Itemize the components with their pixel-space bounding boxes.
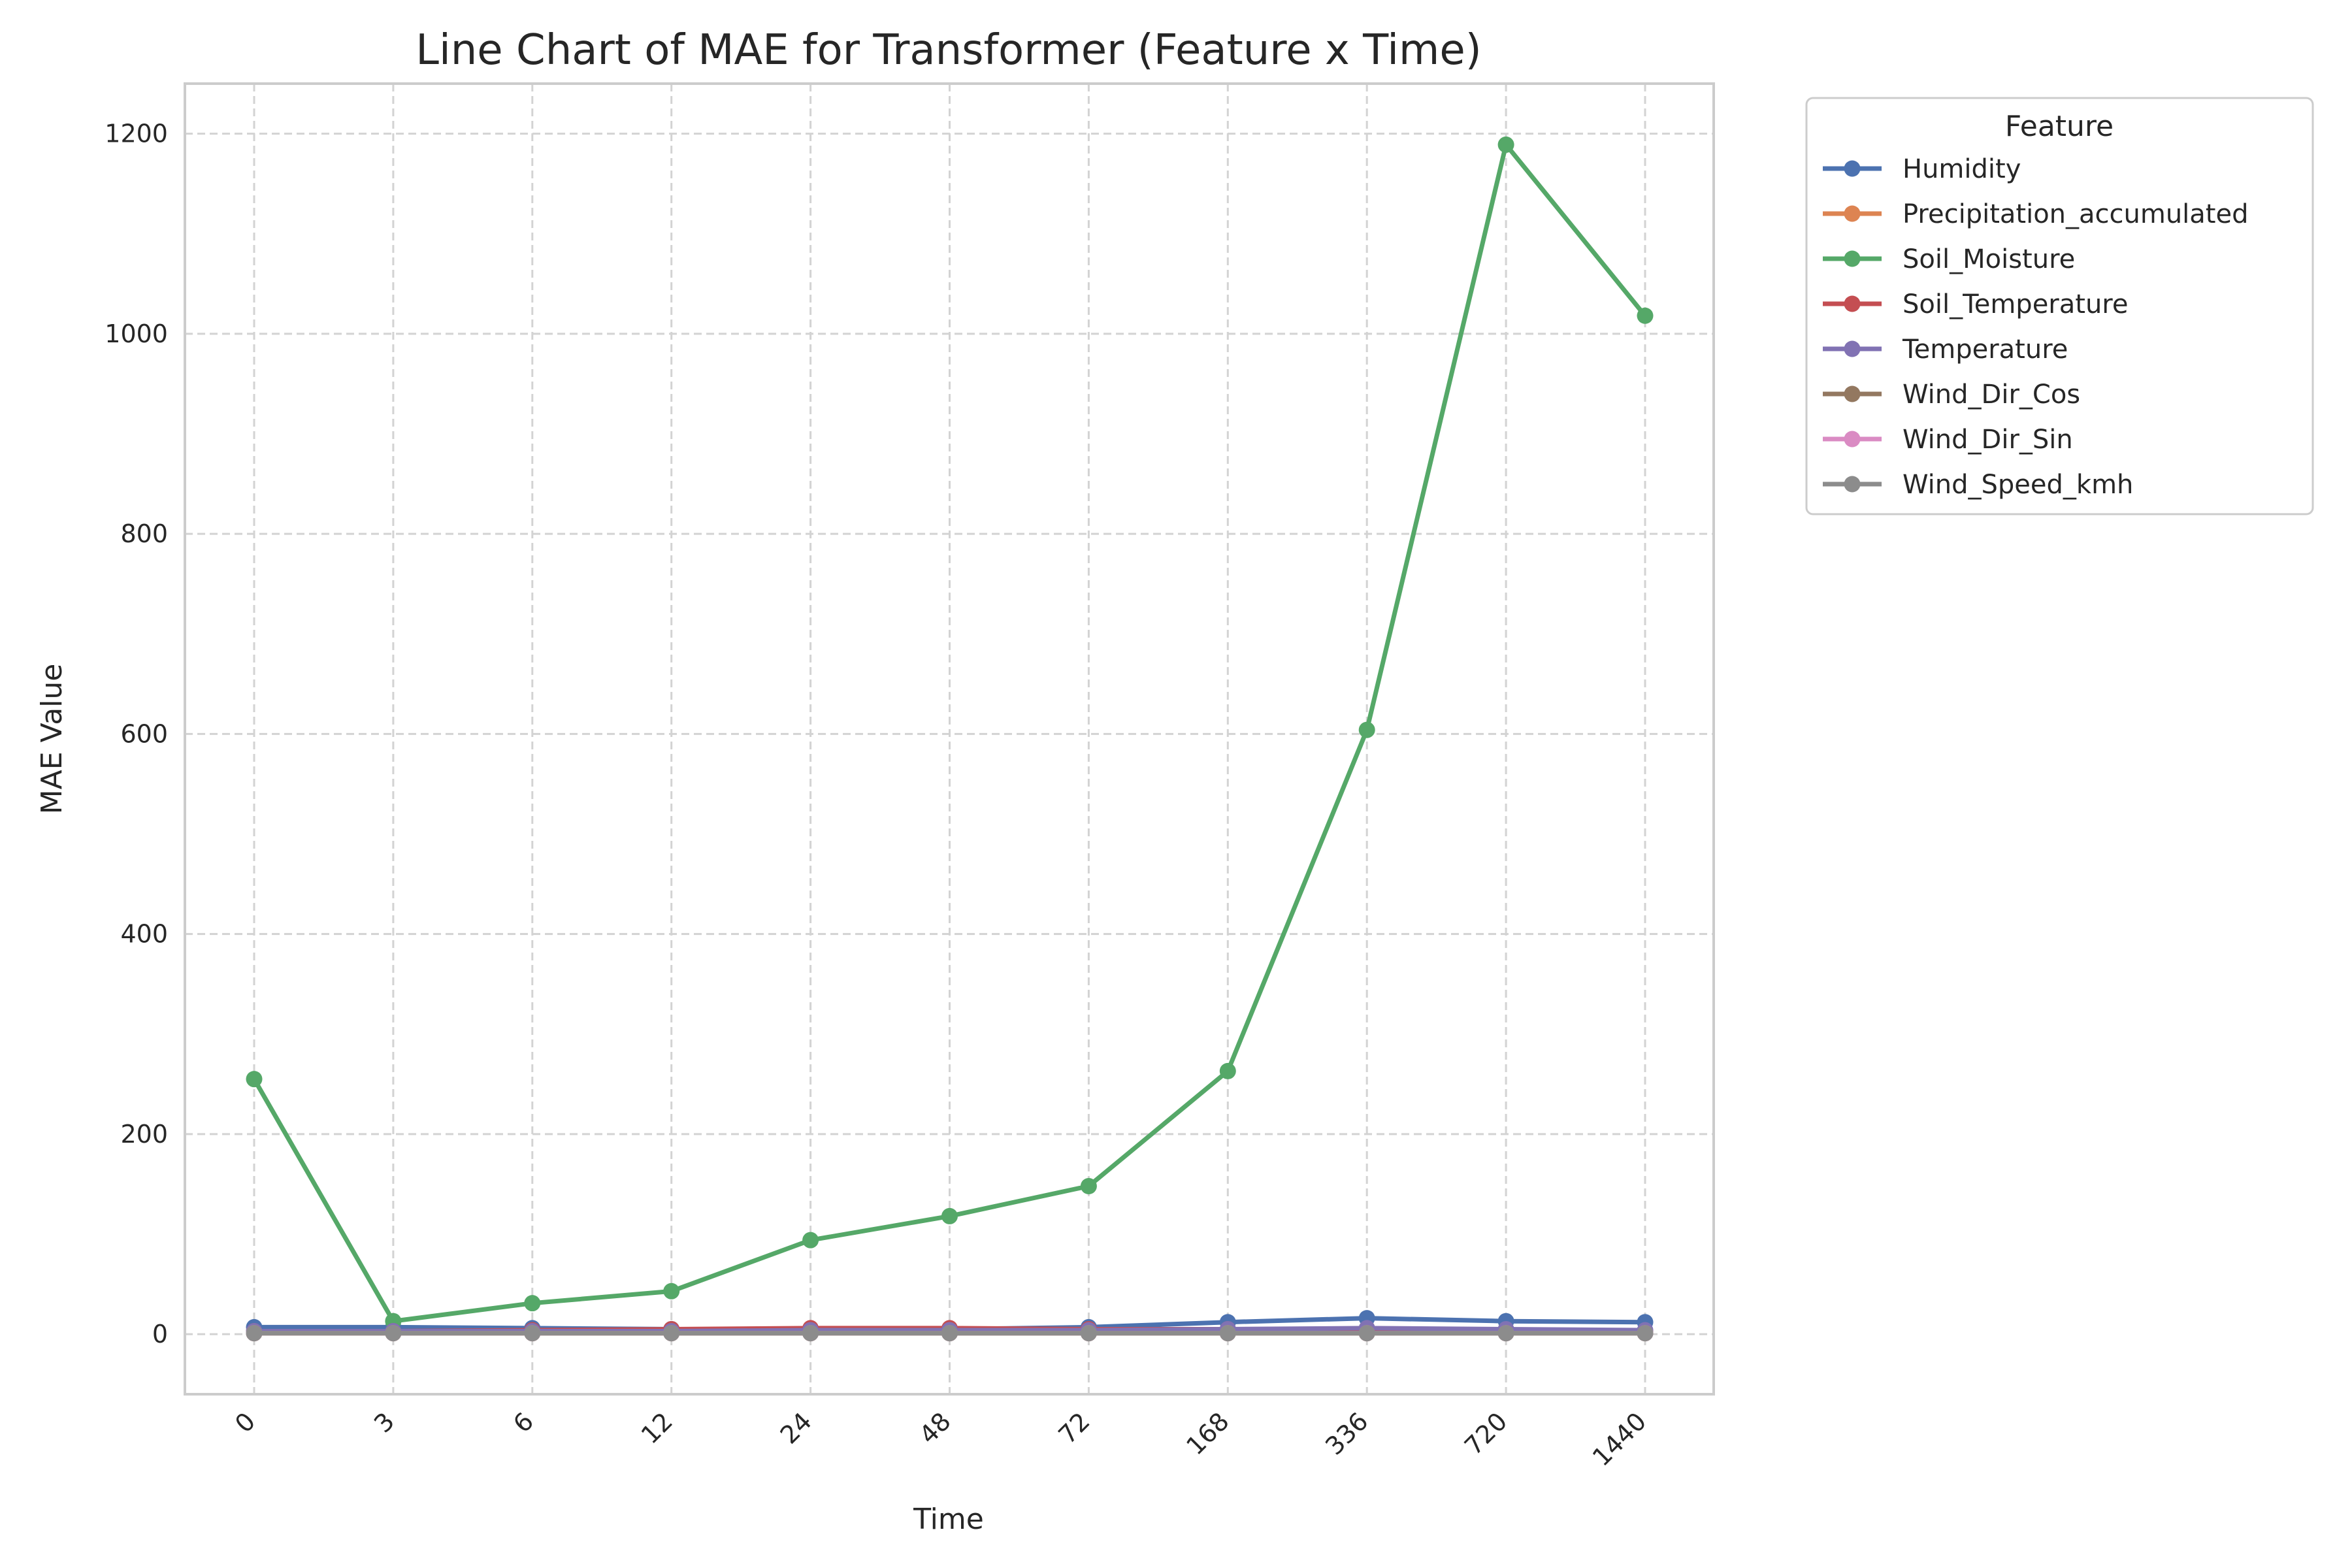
legend-label: Precipitation_accumulated	[1903, 199, 2249, 229]
data-point-soil-moisture	[1637, 307, 1654, 324]
data-point-wind-speed-kmh	[1080, 1325, 1097, 1342]
data-point-wind-speed-kmh	[941, 1325, 958, 1342]
data-point-wind-speed-kmh	[524, 1325, 541, 1342]
data-point-wind-speed-kmh	[1637, 1325, 1654, 1342]
data-point-wind-speed-kmh	[802, 1325, 819, 1342]
data-point-soil-moisture	[1358, 721, 1375, 738]
data-point-soil-moisture	[802, 1232, 819, 1249]
data-point-soil-moisture	[1219, 1062, 1236, 1079]
legend-label: Wind_Speed_kmh	[1903, 470, 2133, 500]
y-tick-label: 800	[120, 519, 168, 548]
legend-item-temperature: Temperature	[1823, 335, 2068, 365]
legend-swatch-marker	[1844, 340, 1861, 357]
y-tick-label: 0	[152, 1320, 168, 1348]
x-axis-title: Time	[913, 1503, 984, 1536]
series-lines	[246, 136, 1654, 1342]
legend-item-precipitation-accumulated: Precipitation_accumulated	[1823, 199, 2249, 229]
legend-swatch-marker	[1844, 476, 1861, 493]
legend-swatch-marker	[1844, 205, 1861, 222]
y-tick-label: 600	[120, 719, 168, 748]
y-tick-label: 1000	[105, 319, 168, 348]
y-tick-label: 1200	[105, 120, 168, 148]
legend-item-soil-moisture: Soil_Moisture	[1823, 244, 2075, 274]
legend-item-wind-dir-cos: Wind_Dir_Cos	[1823, 380, 2080, 410]
data-point-soil-moisture	[524, 1295, 541, 1312]
legend-label: Soil_Temperature	[1903, 289, 2128, 319]
series-wind-speed-kmh	[246, 1325, 1654, 1342]
data-point-soil-moisture	[941, 1207, 958, 1224]
data-point-wind-speed-kmh	[385, 1325, 402, 1342]
legend-items: Humidity Precipitation_accumulated Soil_Mo…	[1823, 154, 2249, 500]
legend-item-soil-temperature: Soil_Temperature	[1823, 289, 2128, 319]
legend-title: Feature	[2005, 110, 2114, 143]
plot-frame	[184, 82, 1715, 1396]
data-point-wind-speed-kmh	[1497, 1325, 1514, 1342]
data-point-wind-speed-kmh	[663, 1325, 680, 1342]
legend-label: Wind_Dir_Cos	[1903, 380, 2080, 410]
legend-item-humidity: Humidity	[1823, 154, 2021, 184]
data-point-soil-moisture	[663, 1282, 680, 1299]
legend-swatch-marker	[1844, 295, 1861, 312]
legend-swatch-marker	[1844, 250, 1861, 267]
data-point-wind-speed-kmh	[246, 1325, 263, 1342]
legend-label: Temperature	[1902, 335, 2068, 365]
legend-item-wind-speed-kmh: Wind_Speed_kmh	[1823, 470, 2133, 500]
data-point-soil-moisture	[1080, 1177, 1097, 1194]
legend-item-wind-dir-sin: Wind_Dir_Sin	[1823, 425, 2073, 455]
data-point-wind-speed-kmh	[1219, 1325, 1236, 1342]
legend-swatch-marker	[1844, 385, 1861, 402]
grid-lines	[185, 84, 1714, 1394]
y-tick-label: 200	[120, 1120, 168, 1149]
data-point-soil-moisture	[246, 1071, 263, 1088]
chart-title: Line Chart of MAE for Transformer (Featu…	[416, 26, 1481, 74]
data-point-wind-speed-kmh	[1358, 1325, 1375, 1342]
series-soil-moisture	[246, 136, 1654, 1330]
y-axis-title: MAE Value	[35, 664, 69, 815]
y-axis-ticks: 0 200 400 600 800 1000 1200	[105, 120, 168, 1349]
legend-swatch-marker	[1844, 160, 1861, 177]
y-tick-label: 400	[120, 920, 168, 949]
legend-label: Soil_Moisture	[1903, 244, 2075, 274]
legend-label: Humidity	[1903, 154, 2021, 184]
legend-swatch-marker	[1844, 431, 1861, 448]
legend-box	[1805, 97, 2314, 515]
legend: Feature Humidity Precipitation_accumulate…	[1805, 97, 2314, 515]
data-point-soil-moisture	[1497, 136, 1514, 153]
legend-label: Wind_Dir_Sin	[1903, 425, 2073, 455]
